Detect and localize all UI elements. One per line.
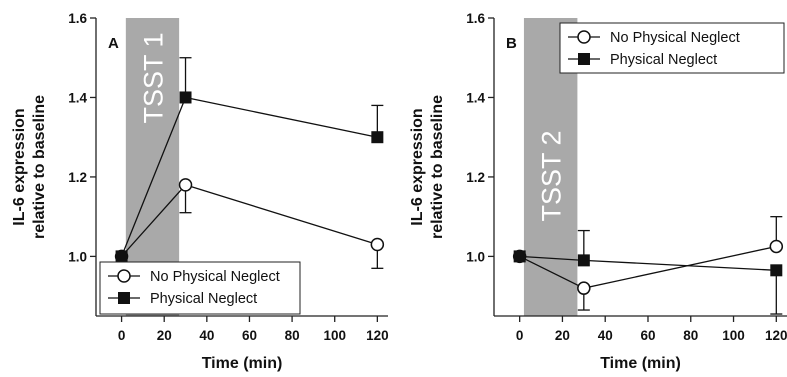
y-tick-label: 1.4	[68, 90, 87, 105]
x-tick-label: 20	[555, 328, 570, 343]
x-axis-title: Time (min)	[202, 355, 283, 372]
y-tick-label: 1.6	[68, 11, 87, 26]
y-tick-label: 1.2	[466, 170, 485, 185]
y-tick-label: 1.6	[466, 11, 485, 26]
legend-marker	[577, 30, 591, 44]
panel-label: B	[506, 35, 517, 52]
x-tick-label: 120	[366, 328, 389, 343]
series-physical-neglect	[115, 57, 384, 263]
x-tick-label: 80	[683, 328, 698, 343]
y-axis-title-line1: IL-6 expression	[409, 108, 426, 225]
data-point	[115, 250, 128, 263]
x-tick-label: 100	[323, 328, 346, 343]
x-tick-label: 100	[722, 328, 745, 343]
legend: No Physical Neglect Physical Neglect	[99, 261, 301, 315]
data-point	[577, 281, 591, 295]
data-point	[577, 254, 590, 267]
legend-label: No Physical Neglect	[150, 269, 280, 285]
chart-panel-a: TSST 1 1.0 1.2 1.4 1.6 0 20 40 60 80 100 120 Time (m…	[11, 11, 389, 372]
legend-label: Physical Neglect	[610, 52, 717, 68]
x-tick-label: 40	[598, 328, 613, 343]
legend-marker	[578, 53, 590, 65]
data-point	[513, 250, 526, 263]
data-point	[371, 131, 384, 144]
band-label: TSST 2	[537, 130, 567, 221]
panel-label: A	[108, 35, 119, 52]
y-tick-label: 1.2	[68, 170, 87, 185]
data-point	[178, 178, 193, 192]
data-point	[370, 237, 385, 252]
data-point	[179, 91, 192, 104]
y-axis-title-line2: relative to baseline	[31, 95, 48, 239]
x-tick-label: 80	[285, 328, 300, 343]
x-tick-label: 60	[640, 328, 655, 343]
y-tick-label: 1.0	[466, 249, 485, 264]
legend-label: No Physical Neglect	[610, 30, 740, 46]
x-tick-label: 120	[765, 328, 787, 343]
x-tick-label: 60	[242, 328, 257, 343]
x-axis-title: Time (min)	[600, 355, 681, 372]
legend-marker	[117, 269, 131, 283]
x-tick-label: 20	[157, 328, 172, 343]
legend: No Physical Neglect Physical Neglect	[559, 22, 785, 74]
x-tick-label: 0	[118, 328, 126, 343]
y-axis-title-line1: IL-6 expression	[11, 108, 28, 225]
band-label: TSST 1	[138, 32, 168, 123]
y-axis-title-line2: relative to baseline	[429, 95, 446, 239]
y-tick-label: 1.0	[68, 249, 87, 264]
data-point	[770, 264, 783, 277]
legend-box	[559, 22, 785, 74]
x-tick-label: 0	[516, 328, 524, 343]
legend-box	[99, 261, 301, 315]
y-tick-label: 1.4	[466, 90, 485, 105]
legend-label: Physical Neglect	[150, 291, 257, 307]
chart-panel-b: TSST 2 1.0 1.2 1.4 1.6 0 20 40 60 80 100 120 Time (m…	[409, 11, 787, 372]
x-tick-label: 40	[199, 328, 214, 343]
series-physical-neglect	[513, 229, 783, 315]
data-point	[769, 239, 784, 254]
legend-marker	[118, 292, 130, 304]
